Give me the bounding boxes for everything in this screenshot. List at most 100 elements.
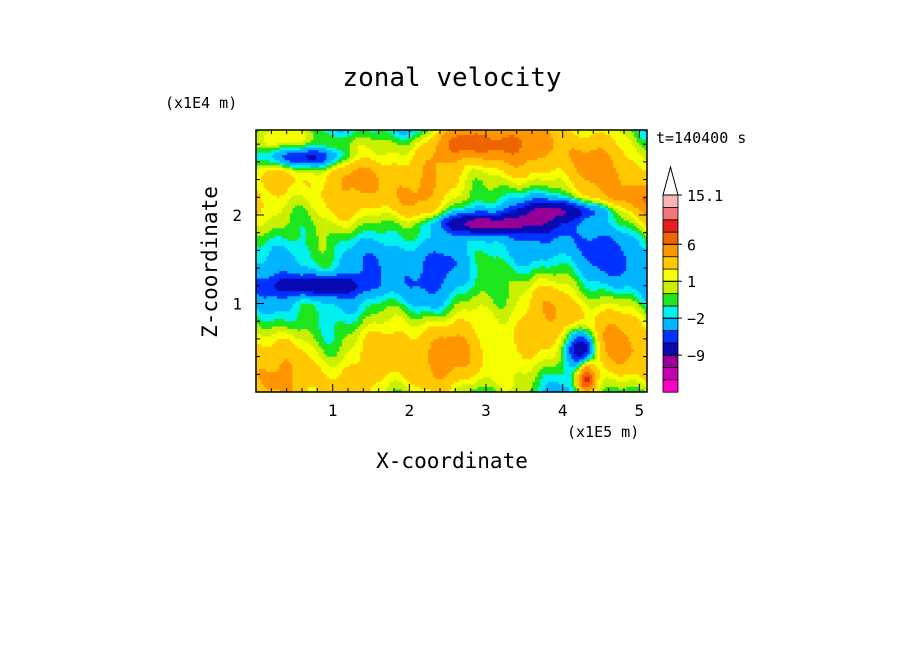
contour-cell [289, 175, 294, 179]
contour-cell [482, 210, 486, 214]
contour-cell [313, 145, 317, 149]
contour-cell [284, 180, 288, 184]
contour-cell [399, 147, 403, 151]
contour-cell [276, 167, 281, 171]
contour-cell [352, 175, 356, 179]
contour-cell [428, 172, 432, 176]
contour-cell [537, 167, 541, 171]
contour-cell [498, 177, 502, 181]
contour-cell [623, 165, 627, 169]
contour-cell [391, 135, 395, 139]
contour-cell [516, 185, 520, 189]
contour-cell [459, 195, 463, 199]
contour-cell [503, 167, 507, 171]
contour-cell [461, 170, 466, 174]
contour-cell [375, 185, 380, 189]
contour-cell [378, 162, 382, 166]
contour-cell [511, 150, 515, 154]
contour-cell [623, 180, 627, 184]
contour-cell [409, 152, 413, 156]
contour-cell [357, 157, 361, 161]
contour-cell [323, 135, 327, 139]
contour-cell [506, 167, 510, 171]
contour-cell [474, 198, 479, 202]
contour-cell [279, 135, 283, 139]
contour-cell [352, 200, 356, 204]
contour-cell [269, 132, 273, 136]
contour-cell [441, 152, 445, 156]
contour-cell [302, 155, 307, 159]
contour-cell [547, 152, 552, 156]
contour-cell [566, 203, 570, 207]
contour-cell [433, 187, 437, 192]
contour-cell [464, 175, 468, 179]
contour-cell [263, 177, 268, 181]
contour-cell [292, 182, 296, 187]
contour-cell [443, 150, 447, 154]
contour-cell [284, 165, 288, 169]
contour-cell [553, 185, 557, 189]
contour-cell [355, 162, 359, 166]
contour-cell [282, 135, 286, 139]
contour-cell [613, 137, 617, 141]
contour-cell [480, 140, 484, 144]
contour-cell [375, 177, 380, 181]
contour-cell [545, 190, 549, 194]
contour-cell [326, 147, 330, 151]
contour-cell [302, 130, 307, 134]
contour-cell [438, 137, 442, 141]
contour-cell [532, 150, 536, 154]
contour-cell [524, 192, 528, 197]
contour-cell [480, 150, 484, 154]
contour-cell [315, 190, 320, 194]
contour-cell [438, 135, 442, 139]
contour-cell [305, 160, 309, 164]
contour-cell [464, 157, 468, 161]
contour-cell [446, 140, 450, 144]
contour-cell [276, 145, 281, 149]
contour-cell [501, 172, 505, 176]
contour-cell [373, 180, 377, 184]
contour-cell [618, 190, 622, 194]
contour-cell [352, 157, 356, 161]
contour-cell [422, 162, 427, 166]
contour-cell [558, 157, 562, 161]
contour-cell [597, 210, 601, 214]
contour-cell [521, 137, 526, 141]
contour-cell [349, 190, 354, 194]
contour-cell [587, 180, 591, 184]
contour-cell [563, 160, 567, 164]
contour-cell [355, 130, 359, 134]
contour-cell [584, 147, 588, 151]
contour-cell [349, 157, 354, 161]
contour-cell [493, 195, 497, 199]
contour-cell [566, 185, 570, 189]
contour-cell [503, 190, 507, 194]
contour-cell [279, 175, 283, 179]
contour-cell [563, 142, 567, 146]
contour-cell [365, 135, 369, 139]
contour-cell [503, 210, 507, 214]
contour-cell [308, 142, 312, 146]
contour-cell [438, 172, 442, 176]
contour-cell [516, 192, 520, 197]
contour-cell [383, 135, 387, 139]
contour-cell [276, 213, 281, 217]
contour-cell [417, 150, 421, 154]
contour-cell [594, 198, 599, 202]
contour-cell [412, 145, 416, 149]
contour-cell [386, 172, 390, 176]
contour-cell [482, 147, 486, 151]
contour-cell [477, 162, 481, 166]
contour-cell [328, 213, 333, 217]
contour-cell [331, 130, 335, 134]
contour-cell [451, 150, 455, 154]
contour-cell [287, 185, 291, 189]
contour-cell [336, 137, 341, 141]
contour-cell [503, 150, 507, 154]
contour-cell [516, 180, 520, 184]
contour-cell [545, 182, 549, 187]
contour-cell [467, 152, 471, 156]
contour-cell [480, 167, 484, 171]
contour-cell [401, 180, 406, 184]
